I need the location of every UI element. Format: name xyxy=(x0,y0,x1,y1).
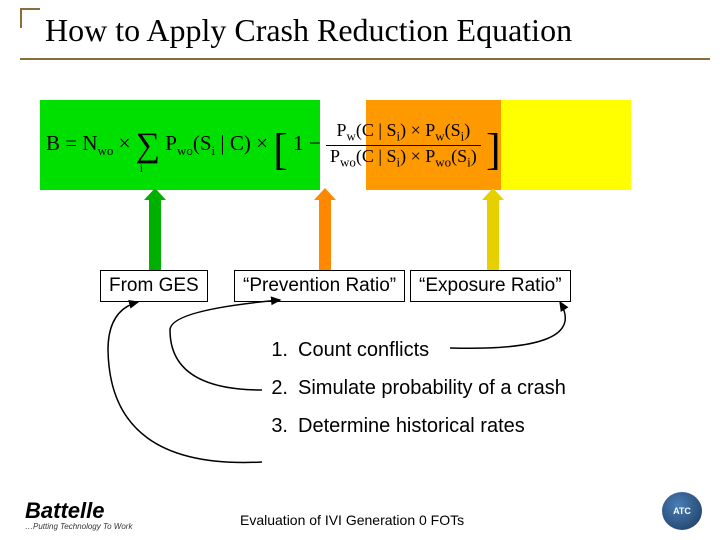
battelle-tag: …Putting Technology To Work xyxy=(25,522,132,531)
atc-badge: ATC xyxy=(662,492,702,530)
step-1: 1.Count conflicts xyxy=(260,335,566,365)
arrow-prevention xyxy=(310,188,340,270)
highlight-exposure xyxy=(501,100,631,190)
equation: B = Nwo × ∑i Pwo(Si | C) × [ 1 − Pw(C | … xyxy=(46,120,501,175)
battelle-logo: Battelle …Putting Technology To Work xyxy=(25,498,132,531)
step-3: 3.Determine historical rates xyxy=(260,411,566,441)
step-2-text: Simulate probability of a crash xyxy=(298,373,566,403)
step-2: 2.Simulate probability of a crash xyxy=(260,373,566,403)
title-underline xyxy=(20,58,710,60)
footer-text: Evaluation of IVI Generation 0 FOTs xyxy=(240,512,464,528)
arrow-ges xyxy=(140,188,170,270)
page-title: How to Apply Crash Reduction Equation xyxy=(45,12,572,49)
footer: Battelle …Putting Technology To Work Eva… xyxy=(0,496,720,536)
equation-area: B = Nwo × ∑i Pwo(Si | C) × [ 1 − Pw(C | … xyxy=(40,100,680,190)
accent-corner xyxy=(20,8,40,28)
steps-list: 1.Count conflicts 2.Simulate probability… xyxy=(260,335,566,449)
label-ges: From GES xyxy=(100,270,208,302)
label-exposure: “Exposure Ratio” xyxy=(410,270,571,302)
step-3-text: Determine historical rates xyxy=(298,411,525,441)
label-prevention: “Prevention Ratio” xyxy=(234,270,405,302)
step-1-text: Count conflicts xyxy=(298,335,429,365)
arrow-exposure xyxy=(478,188,508,270)
battelle-name: Battelle xyxy=(25,498,104,523)
